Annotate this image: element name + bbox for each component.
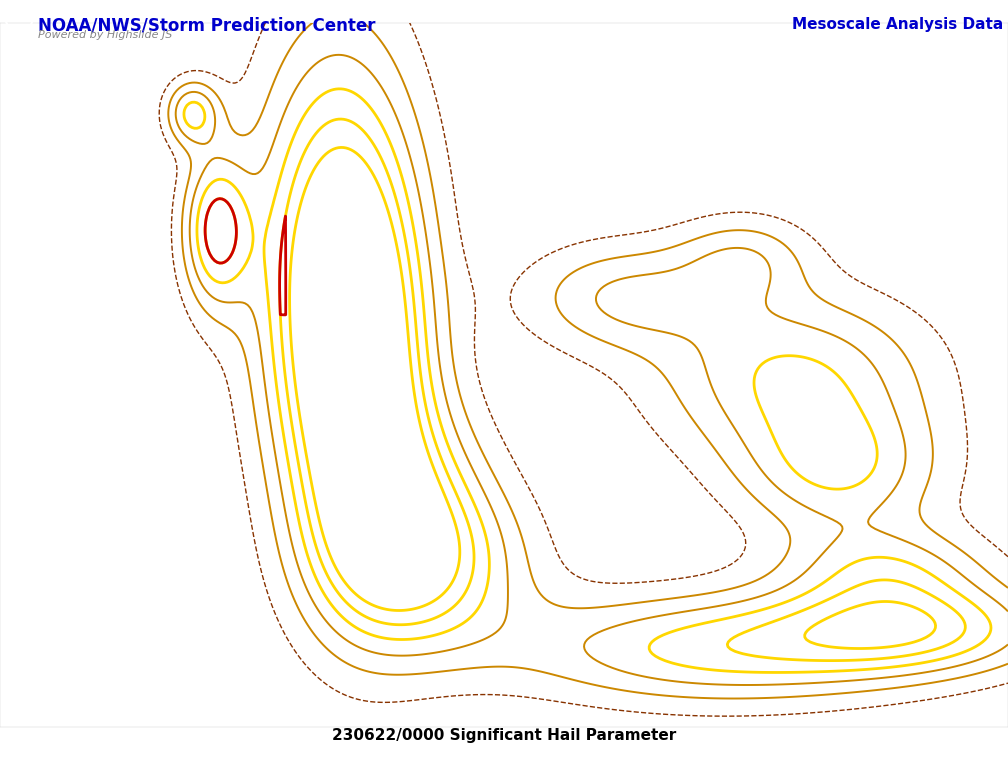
Text: 230622/0000 Significant Hail Parameter: 230622/0000 Significant Hail Parameter — [332, 728, 676, 743]
Text: Mesoscale Analysis Data: Mesoscale Analysis Data — [791, 17, 1003, 32]
Text: N: N — [15, 13, 23, 23]
Text: Powered by Highslide JS: Powered by Highslide JS — [38, 30, 172, 40]
Text: NOAA/NWS/Storm Prediction Center: NOAA/NWS/Storm Prediction Center — [38, 17, 376, 35]
